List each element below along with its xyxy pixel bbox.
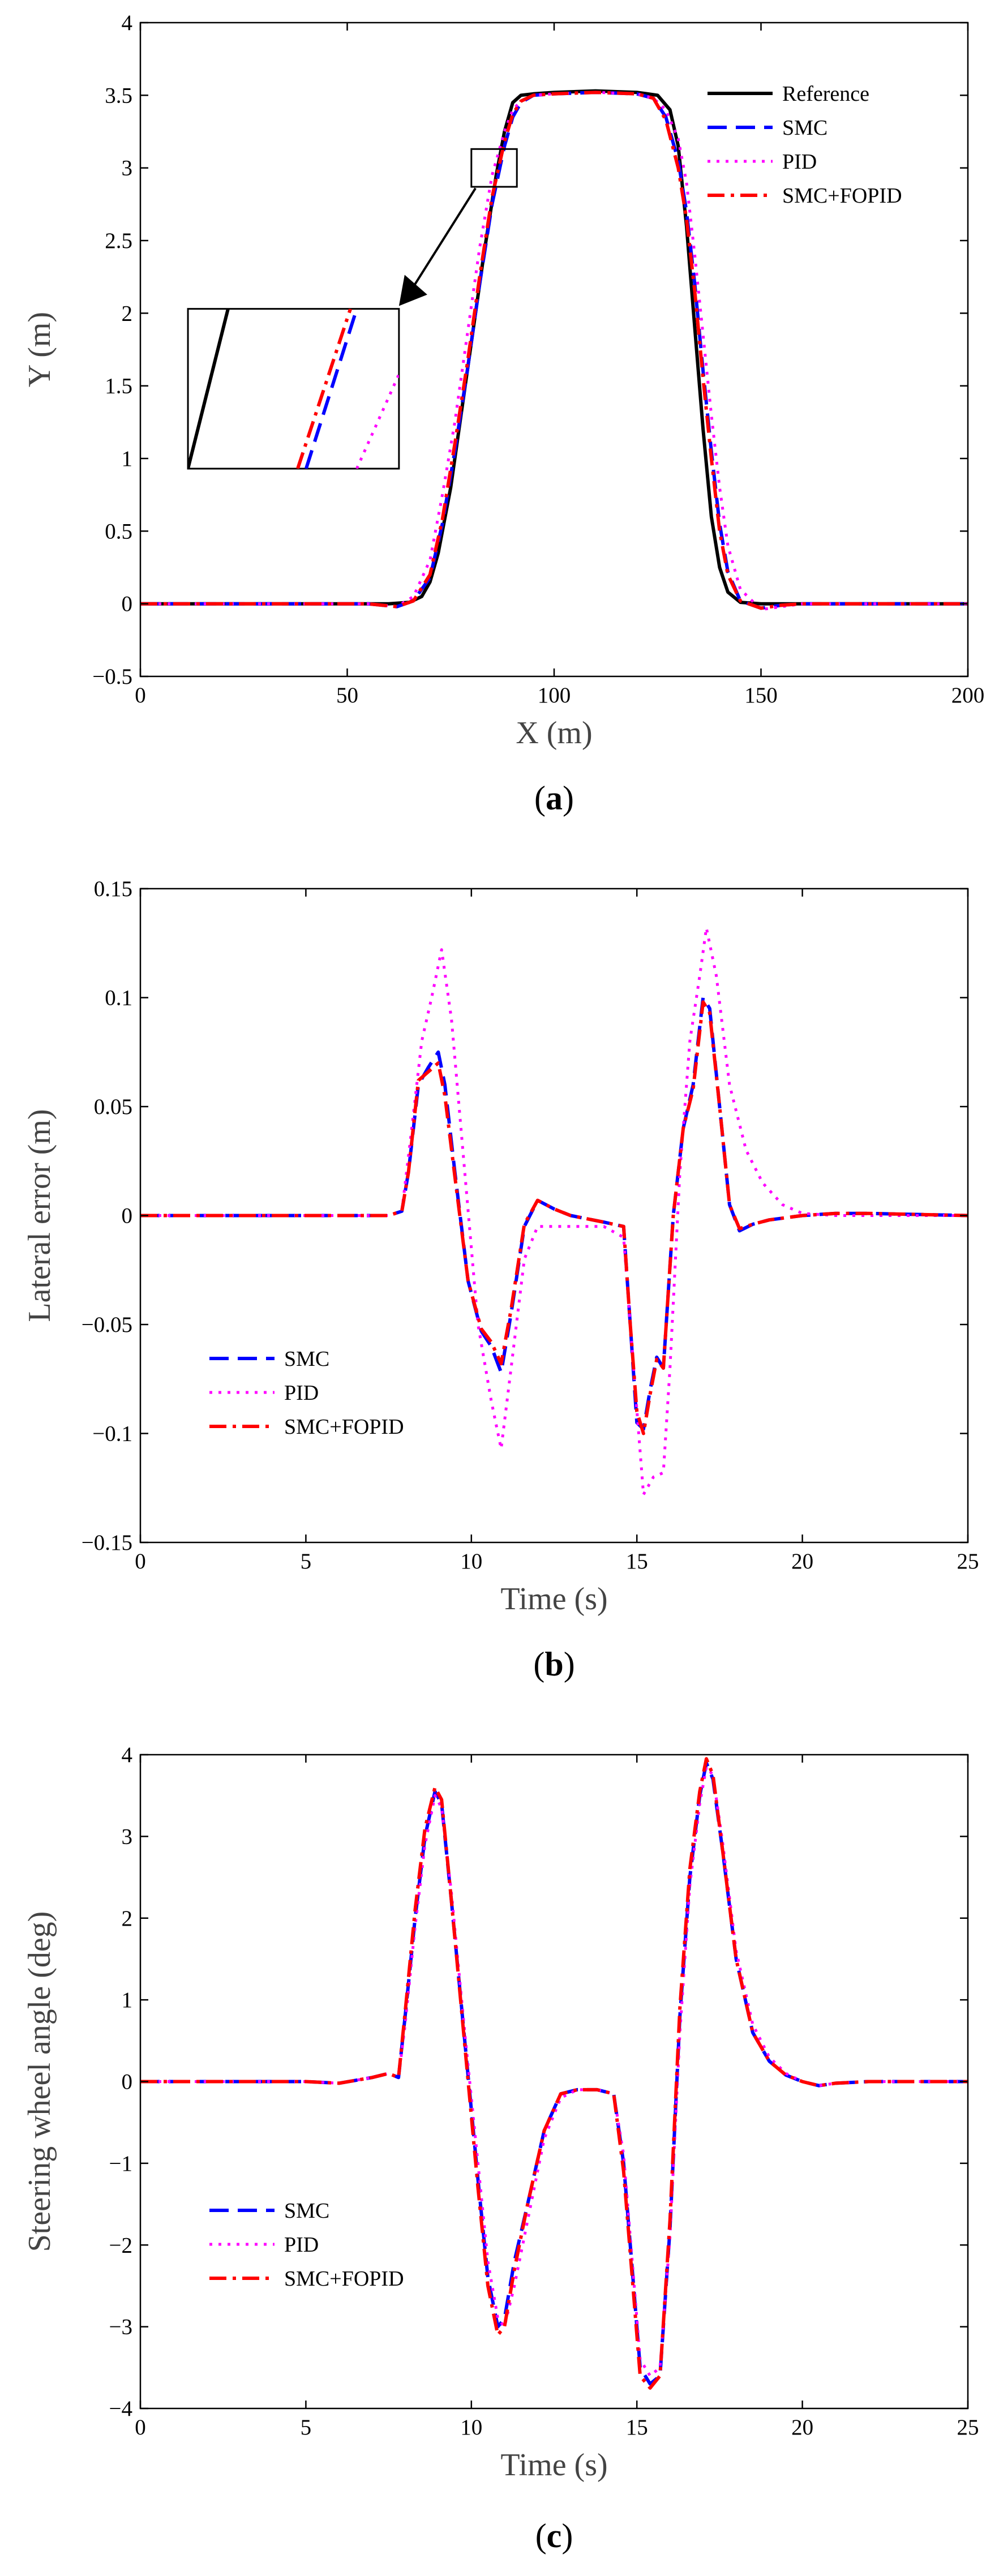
inset-box [187,308,400,470]
x-tick-label: 0 [135,683,146,708]
y-tick-label: 3.5 [105,83,132,108]
y-tick-label: 1 [122,447,133,471]
legend-label: SMC [284,2199,329,2223]
y-tick-label: −3 [109,2315,133,2339]
caption-open: ( [533,1645,544,1683]
x-tick-label: 25 [957,1549,979,1574]
legend: SMC PID SMC+FOPID [209,2199,404,2291]
x-tick-label: 25 [957,2415,979,2440]
x-axis-title: Time (s) [500,2448,607,2483]
inset-curve [355,371,399,469]
y-tick-label: −2 [109,2233,133,2257]
legend-label: PID [284,1381,319,1405]
legend-label: PID [284,2233,319,2257]
y-tick-label: −4 [109,2397,133,2421]
zoom-arrow-head [398,275,427,306]
series-group [140,89,968,611]
y-tick-label: −0.1 [92,1422,132,1446]
series-line-smc [140,996,968,1431]
x-tick-label: 200 [951,683,985,708]
x-tick-label: 10 [460,1549,482,1574]
x-tick-label: 10 [460,2415,482,2440]
series-line-pid [140,1765,968,2377]
zoom-box [470,148,518,188]
caption-open: ( [534,779,546,817]
legend: SMC PID SMC+FOPID [209,1347,404,1439]
legend: Reference SMC PID SMC+FOPID [708,82,902,208]
zoom-arrow-shaft [408,187,477,294]
y-tick-label: 0 [122,2070,133,2094]
y-tick-label: −1 [109,2151,133,2176]
y-tick-label: −0.05 [82,1313,132,1337]
panel-caption: (a) [534,779,574,817]
y-tick-label: −0.5 [92,665,132,689]
x-tick-label: 0 [135,1549,146,1574]
chart-panel-b: 0 5 10 15 20 25 −0.15 −0.1 −0.05 0 0.05 0.1 0.15 Time… [22,877,979,1683]
caption-letter: c [547,2517,562,2554]
y-tick-label: −0.15 [82,1531,132,1555]
x-tick-label: 20 [791,1549,813,1574]
y-tick-label: 1 [122,1988,133,2012]
y-axis-title: Lateral error (m) [22,1109,57,1322]
series-line-smc-fopid [140,91,968,610]
legend-label: SMC+FOPID [284,1415,404,1439]
y-tick-label: 0.15 [94,877,132,901]
x-tick-label: 5 [301,2415,312,2440]
y-tick-label: 4 [122,11,133,35]
legend-label: PID [782,150,817,174]
x-axis-title: X (m) [516,715,592,751]
series-line-pid [140,926,968,1496]
inset-curve [296,308,352,469]
caption-close: ) [561,2517,573,2554]
x-tick-label: 15 [626,1549,648,1574]
series-group [140,926,968,1496]
y-tick-label: 3 [122,1824,133,1849]
panel-caption: (b) [533,1645,574,1683]
caption-open: ( [535,2517,547,2554]
y-tick-label: 2 [122,301,133,325]
x-tick-label: 20 [791,2415,813,2440]
chart-panel-c: 0 5 10 15 20 25 −4 −3 −2 −1 0 1 2 3 4 Time (s) Steering … [22,1743,979,2554]
x-tick-label: 100 [538,683,571,708]
caption-letter: a [546,779,563,817]
legend-label: SMC+FOPID [782,184,902,208]
x-tick-label: 5 [301,1549,312,1574]
x-tick-label: 50 [336,683,358,708]
caption-close: ) [564,1645,575,1683]
y-tick-label: 0 [122,1204,133,1228]
caption-letter: b [544,1645,563,1683]
y-tick-label: 0.5 [105,519,132,543]
y-tick-label: 1.5 [105,374,132,398]
y-tick-label: 0 [122,592,133,616]
series-line-smc-fopid [140,1757,968,2390]
y-tick-label: 0.05 [94,1095,132,1119]
panel-caption: (c) [535,2517,573,2554]
series-line-smc [140,1761,968,2386]
y-tick-label: 0.1 [105,986,132,1010]
series-group [140,1757,968,2390]
x-axis-title: Time (s) [500,1581,607,1617]
x-tick-label: 15 [626,2415,648,2440]
legend-label: Reference [782,82,869,106]
x-tick-label: 0 [135,2415,146,2440]
series-line-smc-fopid [140,1000,968,1435]
y-tick-label: 4 [122,1743,133,1767]
y-axis-title: Steering wheel angle (deg) [22,1911,57,2252]
x-tick-label: 150 [744,683,778,708]
chart-panel-a: 0 50 100 150 200−0.500.511.522.533.54X (m)Y … [22,11,984,817]
y-tick-label: 3 [122,156,133,181]
y-axis-title: Y (m) [22,312,57,387]
caption-close: ) [563,779,574,817]
legend-label: SMC+FOPID [284,2267,404,2291]
y-tick-label: 2.5 [105,229,132,253]
inset-curves [188,308,399,469]
legend-label: SMC [284,1347,329,1371]
y-tick-label: 2 [122,1906,133,1931]
legend-label: SMC [782,116,828,140]
inset-curve [188,308,230,469]
